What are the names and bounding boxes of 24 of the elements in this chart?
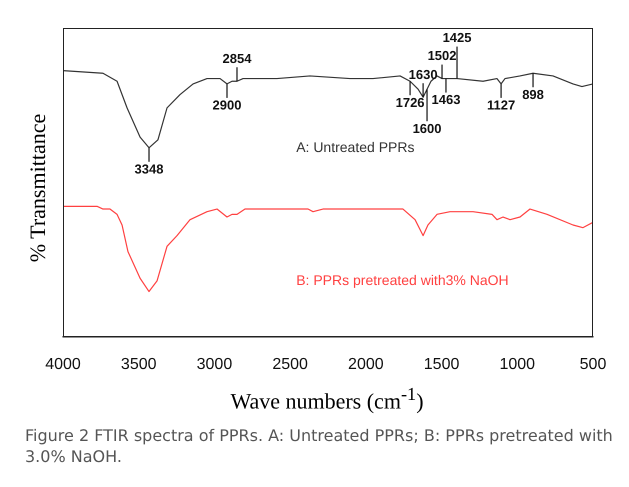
x-tick-label: 3500 bbox=[120, 356, 157, 373]
text: A: Untreated PPRs bbox=[296, 138, 414, 155]
caption: Figure 2 FTIR spectra of PPRs. A: Untreated PPRs; B: PPRs pretreated with 3.0% NaOH. bbox=[25, 426, 614, 468]
annotation: 3348 bbox=[134, 161, 164, 176]
x-tick-label: 2000 bbox=[348, 356, 384, 373]
annotation: 1502 bbox=[428, 48, 456, 64]
x-tick-label: 2500 bbox=[272, 356, 308, 373]
x-tick-label: 4000 bbox=[45, 356, 81, 373]
x-tick-label: 1000 bbox=[499, 356, 536, 373]
annotation: 1463 bbox=[432, 92, 460, 108]
annotation: 1425 bbox=[442, 30, 472, 46]
annotation: 1127 bbox=[486, 97, 516, 112]
annotation: 2900 bbox=[212, 97, 242, 112]
y-axis-title: % Transmittance bbox=[25, 114, 51, 262]
x-tick-label: 500 bbox=[580, 356, 606, 373]
annotation: 898 bbox=[522, 86, 544, 102]
x-axis-title: Wave numbers (cm$^{-1}$) bbox=[229, 384, 425, 414]
annotation: 1630 bbox=[408, 66, 438, 82]
annotation: 1726 bbox=[396, 94, 425, 110]
annotation: 2854 bbox=[222, 50, 252, 66]
x-tick-label: 3000 bbox=[196, 356, 232, 373]
annotation: 1600 bbox=[412, 120, 442, 136]
text: B: PPRs pretreated with3% NaOH bbox=[296, 272, 509, 288]
x-tick-label: 1500 bbox=[424, 356, 460, 373]
